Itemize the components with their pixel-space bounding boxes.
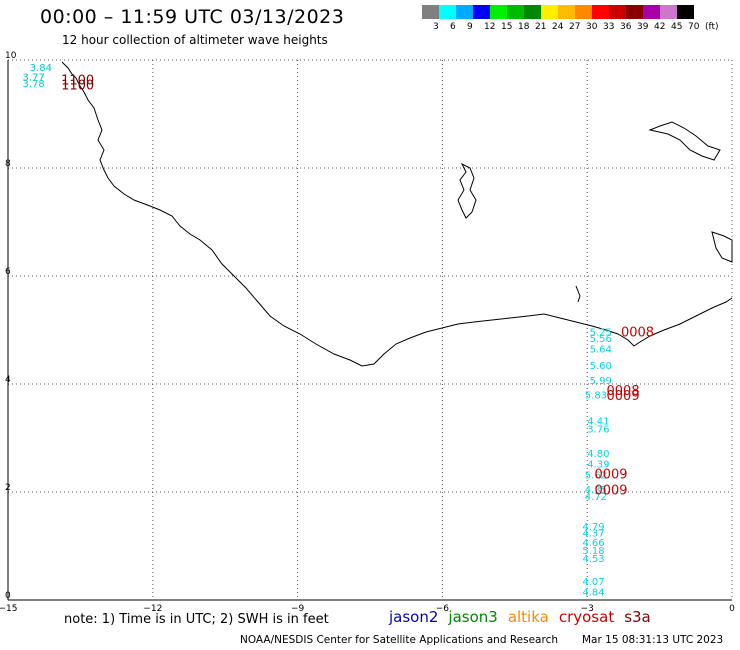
colorbar-swatch	[677, 5, 694, 19]
legend-altika: altika	[507, 608, 549, 626]
colorbar-label: 3	[433, 22, 439, 32]
swh-label: 3.76	[587, 425, 609, 436]
colorbar-swatch	[524, 5, 541, 19]
y-tick-label: 2	[5, 483, 11, 493]
map-title: 00:00 – 11:59 UTC 03/13/2023	[40, 6, 345, 28]
legend-jason2: jason2	[389, 608, 439, 626]
colorbar-swatch	[558, 5, 575, 19]
legend-cryosat: cryosat	[558, 608, 615, 626]
swh-label: 5.83	[585, 391, 607, 402]
swh-label: 3.78	[22, 79, 44, 90]
y-tick-label: 10	[5, 51, 17, 61]
colorbar-swatch	[473, 5, 490, 19]
colorbar-label: 15	[501, 22, 513, 32]
colorbar-label: 39	[637, 22, 649, 32]
colorbar-label: 45	[671, 22, 683, 32]
colorbar-swatch	[626, 5, 643, 19]
colorbar-swatch	[592, 5, 609, 19]
colorbar-swatch	[507, 5, 524, 19]
colorbar-swatch	[660, 5, 677, 19]
legend-jason3: jason3	[448, 608, 498, 626]
coastline	[61, 61, 733, 367]
legend-s3a: s3a	[624, 608, 651, 626]
colorbar-label: 36	[620, 22, 632, 32]
wave-height-colorbar	[422, 5, 694, 19]
swh-label: 4.07	[582, 577, 604, 588]
swh-label: 5.99	[590, 376, 612, 387]
colorbar-label: 24	[552, 22, 564, 32]
swh-label: 4.39	[587, 460, 609, 471]
x-tick-label: −3	[581, 604, 594, 614]
swh-label: 4.66	[582, 538, 604, 549]
colorbar-label: (ft)	[705, 22, 719, 32]
swh-label: 4.72	[585, 492, 607, 503]
colorbar-swatch	[575, 5, 592, 19]
y-tick-label: 8	[5, 159, 11, 169]
x-tick-label: 0	[729, 604, 735, 614]
map-subtitle: 12 hour collection of altimeter wave hei…	[62, 33, 328, 47]
swh-label: 5.18	[582, 546, 604, 557]
swh-label: 4.84	[582, 588, 604, 599]
time-label: 1100	[61, 73, 94, 88]
swh-label: 4.37	[582, 528, 604, 539]
colorbar-label: 70	[688, 22, 700, 32]
swh-label: 5.62	[585, 471, 607, 482]
units-note: note: 1) Time is in UTC; 2) SWH is in fe…	[64, 612, 329, 627]
colorbar-label: 33	[603, 22, 615, 32]
x-tick-label: −15	[0, 604, 18, 614]
colorbar-label: 6	[450, 22, 456, 32]
colorbar-label: 9	[467, 22, 473, 32]
swh-label: 3.84	[30, 63, 52, 74]
swh-label: 5.64	[590, 345, 612, 356]
x-tick-label: −12	[143, 604, 162, 614]
swh-label: 5.60	[590, 361, 612, 372]
time-label: 0009	[607, 389, 640, 404]
colorbar-swatch	[490, 5, 507, 19]
colorbar-swatch	[643, 5, 660, 19]
colorbar-swatch	[609, 5, 626, 19]
time-label: 0008	[621, 325, 654, 340]
axis-tick-labels: −15 −12 −9 −6 −3 0 10 8 6 4 2 0	[0, 51, 735, 614]
colorbar-swatch	[422, 5, 439, 19]
time-label: 0009	[594, 468, 627, 483]
satellite-legend: jason2 jason3 altika cryosat s3a	[389, 608, 661, 626]
swh-label: 5.56	[590, 334, 612, 345]
swh-label: 4.35	[585, 485, 607, 496]
time-label: 1100	[61, 79, 94, 94]
credit-line: NOAA/NESDIS Center for Satellite Applica…	[240, 634, 558, 646]
swh-label: 4.79	[582, 522, 604, 533]
colorbar-label: 27	[569, 22, 581, 32]
x-tick-label: −6	[436, 604, 450, 614]
swh-label: 3.77	[22, 73, 44, 84]
swh-label: 4.53	[582, 554, 604, 565]
colorbar-swatch	[439, 5, 456, 19]
colorbar-swatch	[541, 5, 558, 19]
generation-timestamp: Mar 15 08:31:13 UTC 2023	[582, 634, 724, 646]
y-tick-label: 0	[5, 591, 11, 601]
y-tick-label: 6	[5, 267, 11, 277]
x-tick-label: −9	[291, 604, 305, 614]
swh-label: 4.80	[587, 449, 609, 460]
colorbar-label: 21	[535, 22, 547, 32]
y-tick-label: 4	[5, 375, 11, 385]
colorbar-label: 42	[654, 22, 666, 32]
colorbar-label: 30	[586, 22, 598, 32]
lat-lon-grid	[8, 59, 733, 600]
swh-label: 4.41	[587, 417, 609, 428]
map-frame	[7, 60, 732, 601]
swh-label: 5.25	[590, 327, 612, 338]
colorbar-swatch	[456, 5, 473, 19]
time-label: 0008	[607, 384, 640, 399]
colorbar-label: 12	[484, 22, 496, 32]
colorbar-label: 18	[518, 22, 530, 32]
time-label: 0009	[594, 484, 627, 499]
